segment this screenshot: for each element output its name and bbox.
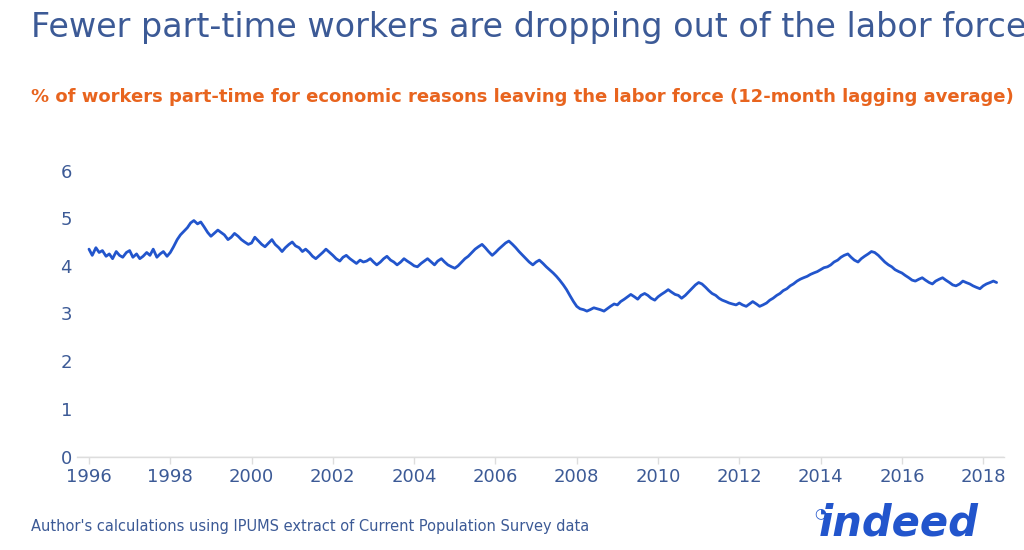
- Text: ◔: ◔: [814, 506, 826, 520]
- Text: Author's calculations using IPUMS extract of Current Population Survey data: Author's calculations using IPUMS extrac…: [31, 519, 589, 534]
- Text: Fewer part-time workers are dropping out of the labor force: Fewer part-time workers are dropping out…: [31, 11, 1024, 44]
- Text: % of workers part-time for economic reasons leaving the labor force (12-month la: % of workers part-time for economic reas…: [31, 88, 1014, 106]
- Text: indeed: indeed: [819, 503, 979, 544]
